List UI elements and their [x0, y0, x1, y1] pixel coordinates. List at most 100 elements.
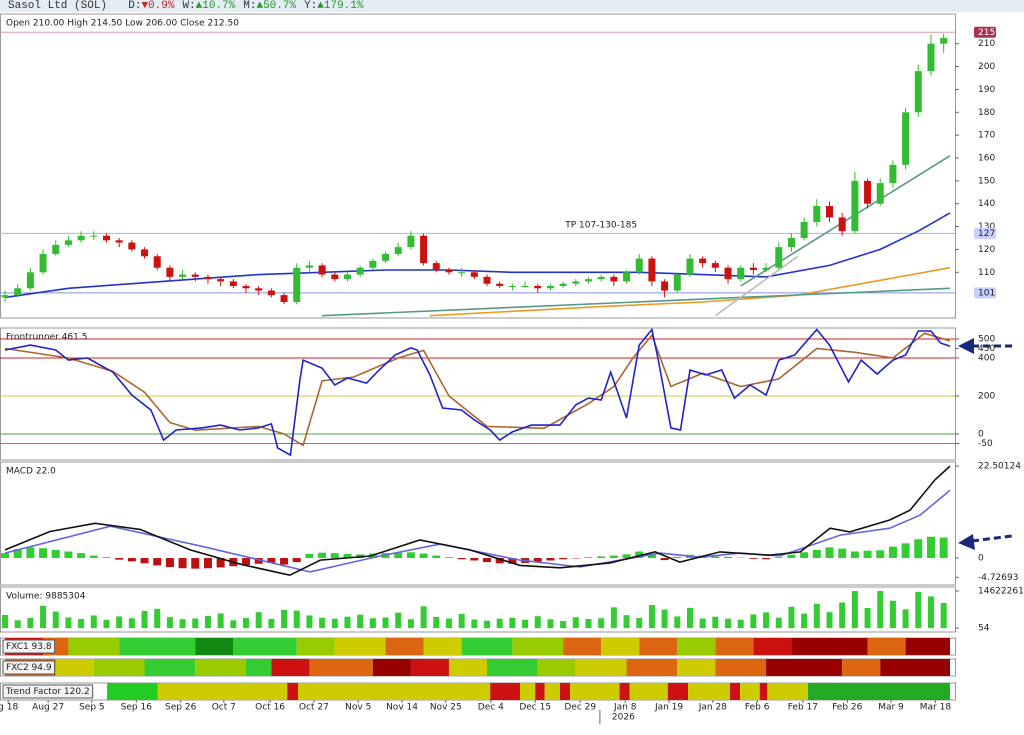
- volume-bar: [255, 612, 262, 629]
- histogram-bar: [850, 551, 859, 559]
- volume-bar: [737, 619, 744, 629]
- y-tick-label: 120: [978, 245, 995, 255]
- candle-body: [749, 267, 757, 270]
- volume-bar: [902, 609, 909, 629]
- histogram-bar: [242, 558, 251, 565]
- candle-body: [458, 272, 466, 274]
- candle-body: [305, 265, 313, 268]
- heat-cell: [807, 683, 950, 700]
- heat-cell: [410, 659, 449, 676]
- panel-title: Trend Factor 120.2: [5, 687, 90, 697]
- candle-body: [166, 267, 174, 277]
- candle-body: [737, 267, 745, 280]
- volume-bar: [78, 618, 85, 629]
- candle-body: [432, 263, 440, 270]
- volume-bar: [52, 611, 59, 629]
- candle-body: [800, 222, 808, 238]
- volume-bar: [826, 612, 833, 629]
- volume-bar: [65, 617, 72, 629]
- x-tick-label: Nov 14: [386, 703, 418, 713]
- volume-bar: [509, 617, 516, 629]
- volume-bar: [927, 596, 934, 629]
- candle-body: [64, 240, 72, 245]
- candle-body: [14, 288, 22, 296]
- heat-cell: [119, 638, 196, 655]
- heat-cell: [688, 683, 730, 700]
- candle-body: [787, 238, 795, 248]
- candle-body: [546, 286, 554, 289]
- candle-body: [102, 235, 110, 241]
- title-box: [2, 639, 56, 654]
- panel-frame: [0, 586, 956, 633]
- heat-cell: [677, 659, 716, 676]
- change-value: ▲179.1%: [317, 0, 364, 12]
- heat-cell: [639, 638, 678, 655]
- heat-cell: [575, 659, 627, 676]
- histogram-bar: [495, 558, 504, 564]
- histogram-bar: [216, 558, 225, 568]
- histogram-bar: [622, 554, 631, 559]
- year-label: 2026: [612, 713, 635, 723]
- heat-cell: [715, 659, 767, 676]
- heat-cell: [667, 683, 689, 700]
- volume-bar: [915, 591, 922, 629]
- histogram-bar: [89, 555, 98, 559]
- candle-body: [889, 164, 897, 184]
- candle-body: [559, 283, 567, 286]
- x-tick-label: Dec 4: [478, 703, 504, 713]
- histogram-bar: [203, 558, 212, 569]
- heat-cell: [867, 638, 906, 655]
- volume-bar: [788, 606, 795, 629]
- x-tick-label: Jan 8: [613, 703, 637, 713]
- histogram-bar: [1, 553, 9, 559]
- candle-body: [648, 258, 656, 282]
- annotation: TP 107-130-185: [564, 221, 637, 231]
- volume-bar: [699, 618, 706, 629]
- y-tick-label: 14622261: [978, 587, 1024, 597]
- volume-bar: [407, 619, 414, 629]
- volume-bar: [395, 612, 402, 629]
- candle-body: [902, 112, 910, 165]
- indicator-line: [429, 266, 951, 317]
- y-tick-label: 0: [978, 554, 984, 564]
- x-tick-label: Nov 25: [430, 703, 462, 713]
- histogram-bar: [330, 553, 339, 559]
- candle-body: [699, 258, 707, 264]
- histogram-bar: [876, 550, 885, 559]
- x-tick-label: Sep 26: [165, 703, 197, 713]
- histogram-bar: [787, 554, 796, 559]
- indicator-line: [322, 287, 951, 317]
- volume-bar: [851, 591, 858, 629]
- volume-bar: [522, 619, 529, 629]
- candle-body: [483, 276, 491, 284]
- volume-bar: [585, 618, 592, 629]
- candle-body: [242, 286, 250, 289]
- candle-body: [610, 276, 618, 282]
- candle-body: [39, 254, 47, 273]
- volume-bar: [458, 613, 465, 629]
- y-tick-label: 180: [978, 108, 995, 118]
- histogram-bar: [318, 552, 327, 559]
- candle-body: [369, 260, 377, 268]
- histogram-bar: [888, 546, 897, 559]
- volume-bar: [445, 618, 452, 629]
- heat-cell: [842, 659, 881, 676]
- volume-bar: [230, 620, 237, 629]
- y-tick-label: 200: [978, 62, 995, 72]
- histogram-bar: [901, 543, 910, 559]
- volume-bar: [674, 616, 681, 629]
- candle-body: [584, 279, 592, 282]
- histogram-bar: [825, 547, 834, 559]
- x-tick-label: Oct 16: [255, 703, 285, 713]
- volume-bar: [623, 615, 630, 629]
- volume-bar: [725, 618, 732, 629]
- volume-bar: [471, 619, 478, 629]
- x-tick-label: Oct 7: [212, 703, 236, 713]
- histogram-bar: [863, 550, 872, 559]
- volume-bar: [382, 617, 389, 629]
- histogram-bar: [26, 547, 35, 559]
- histogram-bar: [546, 558, 555, 561]
- histogram-bar: [711, 556, 720, 559]
